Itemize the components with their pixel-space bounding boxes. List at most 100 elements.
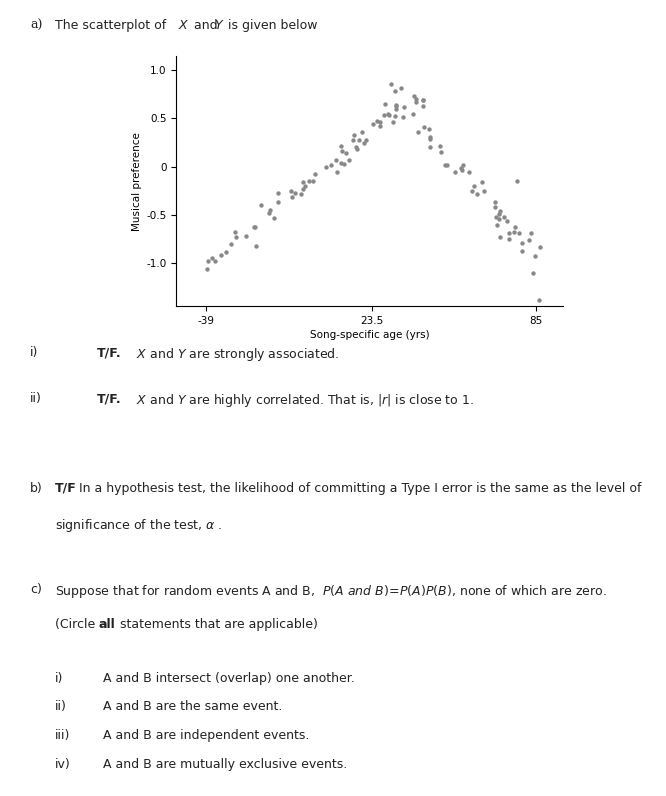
Point [528, 267, 539, 279]
Point [351, 140, 362, 153]
Point [440, 159, 451, 172]
Point [494, 213, 505, 226]
Text: all: all [99, 618, 115, 630]
Point [509, 225, 519, 238]
Point [332, 166, 342, 179]
Point [304, 174, 314, 187]
Point [308, 174, 318, 187]
Point [231, 231, 242, 244]
Text: Suppose that for random events A and B,  $P(\mathit{A\ and\ B})\!=\!P(A)P(B)$, n: Suppose that for random events A and B, … [55, 583, 607, 599]
Text: $X$ and $Y$ are strongly associated.: $X$ and $Y$ are strongly associated. [133, 346, 340, 363]
Point [399, 100, 410, 113]
Point [412, 126, 423, 139]
Point [265, 203, 276, 216]
Point [409, 90, 420, 103]
Point [380, 98, 390, 111]
Point [250, 240, 261, 252]
Point [390, 103, 401, 115]
Point [240, 230, 251, 243]
Point [503, 233, 514, 246]
Point [510, 220, 521, 233]
Point [513, 227, 524, 240]
Point [372, 115, 382, 127]
Point [358, 136, 369, 149]
Text: T/F.: T/F. [97, 346, 121, 359]
Point [256, 199, 266, 212]
Point [469, 179, 480, 192]
Text: A and B are the same event.: A and B are the same event. [103, 700, 282, 713]
Point [286, 184, 296, 197]
Point [272, 196, 283, 209]
Text: iii): iii) [55, 729, 70, 742]
Text: ii): ii) [30, 392, 42, 405]
Point [490, 195, 500, 208]
Point [202, 255, 213, 267]
Point [492, 219, 502, 232]
Point [435, 139, 446, 152]
Point [418, 94, 428, 107]
Point [310, 168, 321, 181]
Point [418, 100, 428, 113]
Point [390, 110, 400, 123]
Point [269, 212, 280, 224]
Point [388, 115, 398, 128]
Point [458, 158, 469, 171]
Point [325, 159, 336, 172]
Point [348, 128, 359, 141]
Point [408, 107, 419, 120]
Point [503, 226, 514, 239]
Text: i): i) [30, 346, 39, 359]
Point [491, 211, 501, 224]
Point [250, 220, 260, 233]
Point [535, 241, 545, 254]
Point [390, 84, 400, 97]
Point [512, 174, 523, 187]
Text: In a hypothesis test, the likelihood of committing a Type I error is the same as: In a hypothesis test, the likelihood of … [75, 482, 642, 494]
Point [249, 220, 260, 233]
Point [533, 294, 544, 306]
Point [457, 164, 468, 177]
Point [360, 133, 371, 146]
Point [472, 188, 483, 201]
Point [495, 205, 505, 217]
Point [495, 231, 505, 244]
Point [424, 131, 435, 144]
Y-axis label: Musical preference: Musical preference [133, 131, 143, 231]
Point [436, 145, 447, 158]
Text: $X$ and $Y$ are highly correlated. That is, $|r|$ is close to 1.: $X$ and $Y$ are highly correlated. That … [133, 392, 474, 409]
Point [516, 244, 527, 257]
Point [501, 215, 512, 228]
Point [374, 115, 385, 128]
Point [341, 147, 352, 160]
Point [456, 162, 466, 174]
Point [411, 96, 422, 109]
Point [424, 133, 435, 146]
Point [467, 185, 478, 197]
Point [298, 183, 308, 196]
Point [379, 109, 390, 122]
X-axis label: Song-specific age (yrs): Song-specific age (yrs) [310, 330, 430, 341]
Point [390, 100, 401, 112]
Point [383, 107, 394, 120]
Text: ii): ii) [55, 700, 67, 713]
Point [410, 92, 421, 105]
Point [375, 119, 386, 132]
Text: A and B intersect (overlap) one another.: A and B intersect (overlap) one another. [103, 672, 355, 685]
Text: c): c) [30, 583, 42, 595]
Text: A and B are mutually exclusive events.: A and B are mutually exclusive events. [103, 758, 348, 771]
Point [498, 211, 509, 224]
Point [338, 158, 349, 171]
Point [494, 208, 505, 220]
Point [226, 238, 236, 251]
Point [202, 262, 212, 275]
Point [331, 154, 342, 166]
Text: a): a) [30, 19, 43, 32]
Text: The scatterplot of: The scatterplot of [55, 19, 170, 32]
Point [398, 111, 409, 123]
Point [230, 225, 240, 238]
Point [368, 118, 378, 131]
Point [530, 250, 541, 263]
Point [386, 78, 396, 91]
Text: $X$: $X$ [178, 19, 190, 32]
Point [336, 140, 346, 153]
